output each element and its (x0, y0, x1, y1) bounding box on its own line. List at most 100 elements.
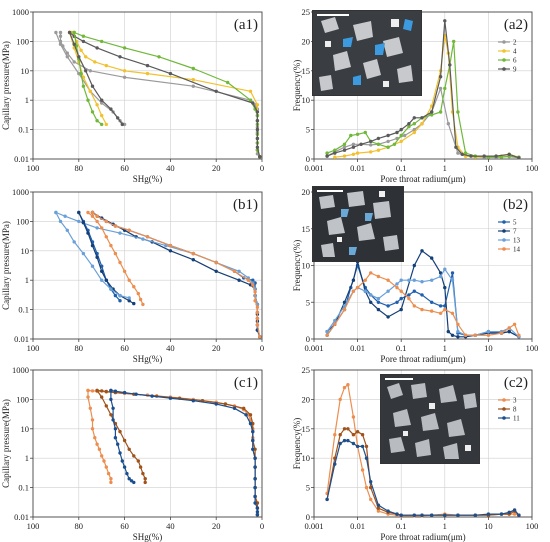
data-point (255, 110, 260, 114)
legend-label: 14 (513, 246, 521, 254)
data-point (255, 119, 260, 123)
data-point (369, 300, 373, 304)
data-point (90, 243, 95, 248)
data-point (369, 497, 373, 502)
data-point (351, 142, 356, 146)
data-point (95, 214, 99, 218)
data-point (412, 278, 416, 282)
data-point (443, 307, 447, 312)
data-point (395, 285, 399, 290)
y-tick-label: 100 (16, 394, 29, 404)
y-tick-label: 5 (306, 125, 310, 135)
data-point (355, 132, 360, 136)
data-point (104, 404, 109, 408)
data-point (395, 512, 399, 516)
x-axis-label: Pore throat radium(μm) (380, 174, 465, 184)
data-point (412, 289, 416, 293)
data-point (111, 406, 115, 410)
data-point (443, 267, 447, 271)
data-point (104, 122, 109, 127)
data-point (104, 235, 109, 239)
x-tick-label: 100 (27, 521, 40, 531)
data-point (351, 415, 356, 419)
data-point (399, 289, 403, 293)
data-point (118, 55, 122, 59)
data-point (77, 55, 81, 59)
x-axis-label: Pore throat radium(μm) (380, 532, 465, 542)
data-point (100, 122, 104, 127)
data-point (412, 513, 416, 517)
data-point (90, 427, 95, 431)
data-point (430, 309, 434, 313)
data-point (443, 285, 447, 290)
x-tick-label: 1 (443, 521, 447, 531)
data-point (360, 433, 365, 437)
data-point (127, 296, 131, 300)
data-point (351, 145, 356, 149)
data-point (109, 480, 113, 485)
data-point (399, 296, 403, 301)
series-line-b1-2 (55, 211, 261, 337)
data-point (111, 418, 115, 422)
x-tick-label: 0.1 (396, 163, 407, 173)
data-point (376, 503, 381, 507)
data-point (86, 388, 90, 393)
data-point (127, 299, 131, 303)
data-point (469, 154, 473, 158)
legend-marker (502, 247, 506, 251)
series-line-a1-2 (73, 31, 261, 157)
x-tick-label: 80 (75, 521, 84, 531)
data-point (127, 228, 131, 232)
data-point (325, 333, 329, 337)
data-point (72, 30, 76, 35)
data-point (100, 39, 104, 44)
x-tick-label: 0 (260, 343, 264, 353)
data-point (93, 60, 97, 64)
data-point (113, 251, 118, 256)
data-point (95, 46, 99, 50)
legend-marker (502, 416, 506, 420)
data-point (232, 406, 237, 410)
micrograph-b2-image (313, 187, 403, 261)
y-tick-label: 15 (302, 66, 311, 76)
data-point (351, 433, 356, 437)
data-point (452, 39, 456, 44)
data-point (191, 251, 195, 256)
data-point (346, 438, 350, 443)
y-tick-label: 10 (21, 246, 30, 256)
data-point (325, 329, 329, 334)
data-point (507, 152, 511, 156)
data-point (132, 301, 136, 306)
data-point (118, 260, 122, 265)
data-point (104, 278, 109, 282)
data-point (79, 48, 83, 52)
data-point (97, 447, 102, 451)
data-point (420, 293, 424, 297)
data-point (104, 219, 109, 224)
x-tick-label: 100 (526, 163, 539, 173)
data-point (232, 269, 237, 273)
data-point (342, 385, 347, 390)
data-point (95, 103, 99, 107)
data-point (499, 155, 504, 159)
data-point (214, 269, 218, 273)
data-point (90, 210, 95, 215)
data-point (363, 289, 367, 293)
data-point (399, 513, 403, 517)
data-point (507, 510, 511, 514)
x-tick-label: 0.01 (350, 163, 365, 173)
y-tick-label: 0.01 (14, 154, 29, 164)
data-point (407, 278, 411, 282)
data-point (100, 395, 104, 399)
data-point (122, 390, 127, 395)
data-point (95, 442, 99, 446)
data-point (251, 447, 255, 451)
thin-section-photo-a2 (312, 10, 422, 96)
data-point (255, 510, 260, 514)
data-point (463, 151, 468, 155)
panel-label: (c1) (234, 375, 258, 391)
data-point (100, 113, 104, 118)
data-point (342, 427, 347, 431)
data-point (430, 256, 434, 260)
data-point (482, 154, 486, 158)
